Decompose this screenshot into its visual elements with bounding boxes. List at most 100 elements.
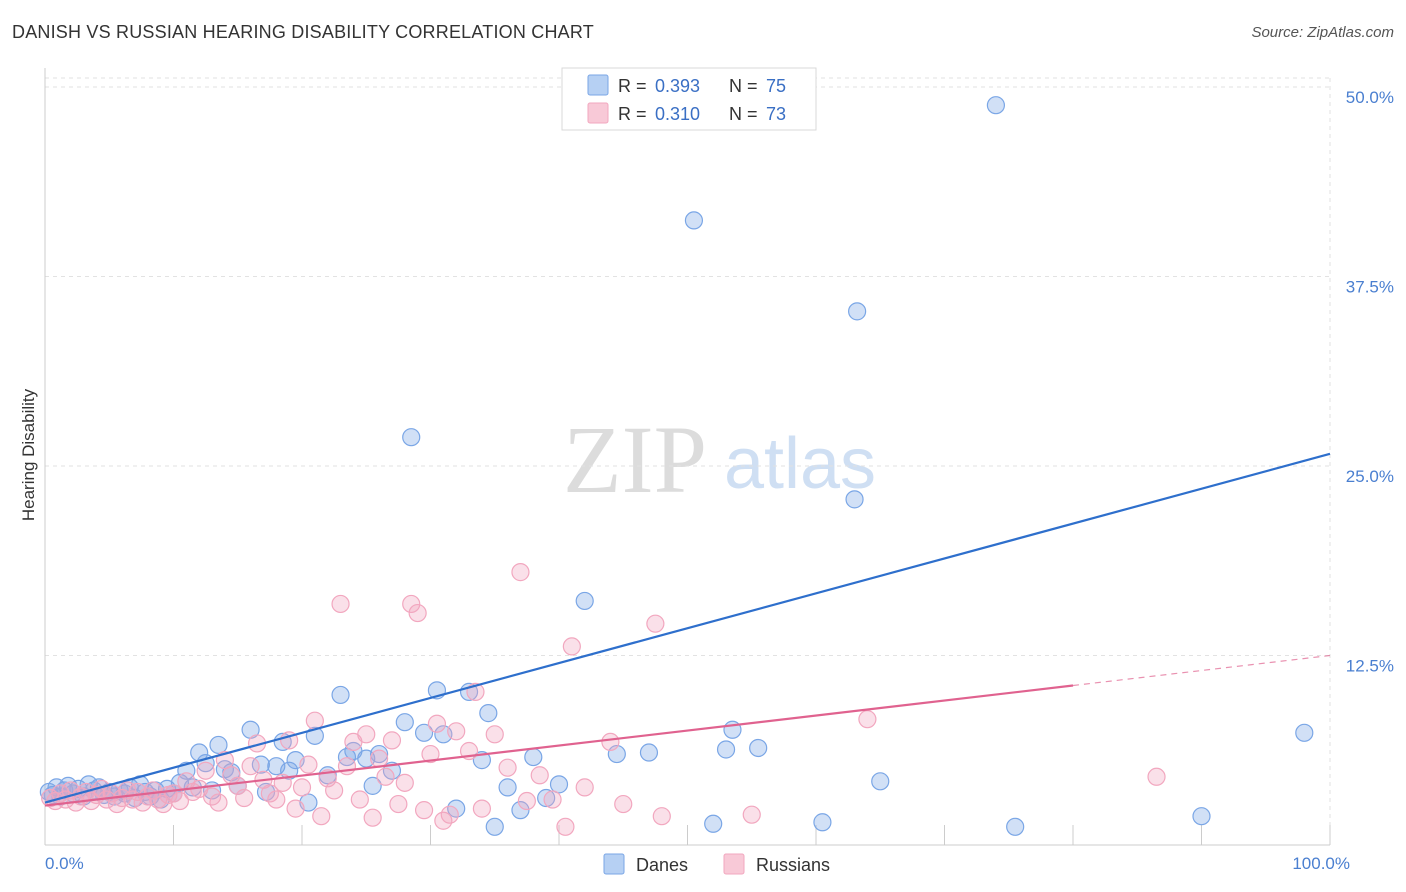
point-danes-71 bbox=[684, 211, 704, 230]
trend-line-danes bbox=[44, 452, 1331, 804]
point-russians-47 bbox=[312, 807, 331, 826]
point-danes-80 bbox=[986, 96, 1006, 115]
point-russians-61 bbox=[402, 594, 421, 614]
y-axis-ticks: 12.5% 25.0% 37.5% 50.0% bbox=[1346, 88, 1394, 676]
point-danes-62 bbox=[485, 817, 504, 836]
point-russians-62 bbox=[408, 603, 427, 623]
point-russians-55 bbox=[363, 808, 382, 827]
point-russians-29 bbox=[196, 761, 215, 780]
point-russians-36 bbox=[241, 757, 260, 776]
trend-line-russians bbox=[44, 684, 1074, 807]
point-danes-68 bbox=[575, 591, 594, 611]
point-russians-72 bbox=[485, 725, 504, 744]
point-russians-63 bbox=[414, 801, 434, 820]
point-russians-73 bbox=[498, 758, 517, 777]
point-danes-54 bbox=[402, 428, 421, 447]
stats-swatch-russians bbox=[587, 102, 609, 124]
point-danes-78 bbox=[848, 302, 867, 321]
point-russians-54 bbox=[357, 725, 376, 744]
stats-n-label-danes: N = bbox=[729, 76, 758, 96]
trend-line-extension-russians bbox=[1072, 654, 1331, 687]
point-danes-51 bbox=[370, 744, 389, 764]
chart-title: DANISH VS RUSSIAN HEARING DISABILITY COR… bbox=[12, 22, 594, 42]
point-danes-83 bbox=[1295, 723, 1314, 742]
stats-n-value-russians: 73 bbox=[766, 104, 786, 124]
point-russians-74 bbox=[511, 563, 530, 582]
x-tick-label-1: 100.0% bbox=[1292, 854, 1350, 873]
point-russians-57 bbox=[376, 767, 395, 786]
point-danes-70 bbox=[639, 743, 659, 762]
trend-lines bbox=[44, 452, 1331, 807]
point-danes-76 bbox=[813, 813, 832, 832]
point-danes-55 bbox=[414, 723, 434, 742]
point-danes-50 bbox=[363, 776, 382, 795]
point-russians-44 bbox=[292, 778, 312, 797]
point-russians-58 bbox=[382, 731, 402, 750]
watermark-atlas: atlas bbox=[724, 424, 876, 504]
point-russians-76 bbox=[530, 766, 549, 785]
stats-r-value-russians: 0.310 bbox=[655, 104, 700, 124]
y-tick-label-1: 25.0% bbox=[1346, 467, 1394, 486]
watermark-zip: ZIP bbox=[563, 406, 707, 513]
point-russians-87 bbox=[1147, 767, 1166, 786]
point-danes-61 bbox=[479, 704, 498, 723]
point-russians-71 bbox=[472, 799, 491, 818]
point-russians-64 bbox=[421, 744, 440, 764]
point-russians-86 bbox=[858, 710, 877, 729]
point-danes-65 bbox=[524, 747, 543, 767]
point-danes-46 bbox=[331, 685, 350, 705]
x-axis-ticks: 0.0% 100.0% bbox=[44, 825, 1350, 873]
point-russians-78 bbox=[556, 817, 575, 836]
y-axis-label: Hearing Disability bbox=[19, 388, 38, 521]
point-danes-67 bbox=[549, 775, 569, 794]
source-credit: Source: ZipAtlas.com bbox=[1251, 24, 1394, 41]
stats-r-label-russians: R = bbox=[618, 104, 647, 124]
y-tick-label-3: 50.0% bbox=[1346, 88, 1394, 107]
point-russians-82 bbox=[614, 794, 633, 814]
y-tick-label-2: 37.5% bbox=[1346, 278, 1394, 297]
point-danes-72 bbox=[704, 814, 723, 833]
point-danes-82 bbox=[1192, 807, 1211, 826]
legend-label-russians: Russians bbox=[756, 855, 830, 875]
series-legend: Danes Russians bbox=[603, 853, 830, 875]
point-russians-40 bbox=[267, 790, 286, 809]
point-russians-83 bbox=[646, 614, 665, 633]
point-danes-77 bbox=[845, 490, 864, 509]
point-russians-25 bbox=[170, 791, 190, 811]
point-russians-81 bbox=[601, 732, 620, 752]
stats-n-label-russians: N = bbox=[729, 104, 758, 124]
point-russians-77 bbox=[543, 790, 562, 809]
point-russians-79 bbox=[562, 637, 581, 656]
point-danes-66 bbox=[537, 788, 556, 808]
point-russians-49 bbox=[325, 781, 344, 800]
point-russians-65 bbox=[427, 714, 447, 733]
x-tick-label-0: 0.0% bbox=[45, 854, 84, 873]
stats-legend: R = 0.393 N = 75 R = 0.310 N = 73 bbox=[561, 67, 817, 131]
point-danes-75 bbox=[749, 738, 768, 758]
point-russians-31 bbox=[209, 793, 228, 812]
point-russians-84 bbox=[652, 807, 671, 826]
legend-swatch-danes bbox=[603, 853, 625, 875]
point-russians-59 bbox=[389, 794, 408, 814]
point-russians-60 bbox=[395, 773, 414, 792]
point-danes-81 bbox=[1006, 817, 1025, 836]
point-danes-79 bbox=[871, 772, 890, 791]
stats-n-value-danes: 75 bbox=[766, 76, 786, 96]
point-russians-51 bbox=[337, 757, 357, 776]
point-russians-85 bbox=[742, 805, 761, 824]
point-russians-80 bbox=[575, 778, 594, 797]
point-russians-67 bbox=[440, 805, 459, 824]
point-danes-63 bbox=[498, 778, 517, 797]
y-tick-label-0: 12.5% bbox=[1346, 657, 1394, 676]
series-russians-points bbox=[41, 563, 1166, 836]
legend-swatch-russians bbox=[723, 853, 745, 875]
point-russians-75 bbox=[517, 791, 536, 811]
point-russians-53 bbox=[350, 790, 369, 809]
point-danes-32 bbox=[209, 735, 228, 755]
stats-swatch-danes bbox=[587, 74, 609, 96]
stats-r-label-danes: R = bbox=[618, 76, 647, 96]
point-russians-35 bbox=[235, 788, 254, 808]
point-danes-73 bbox=[716, 740, 736, 759]
point-russians-56 bbox=[370, 749, 389, 768]
